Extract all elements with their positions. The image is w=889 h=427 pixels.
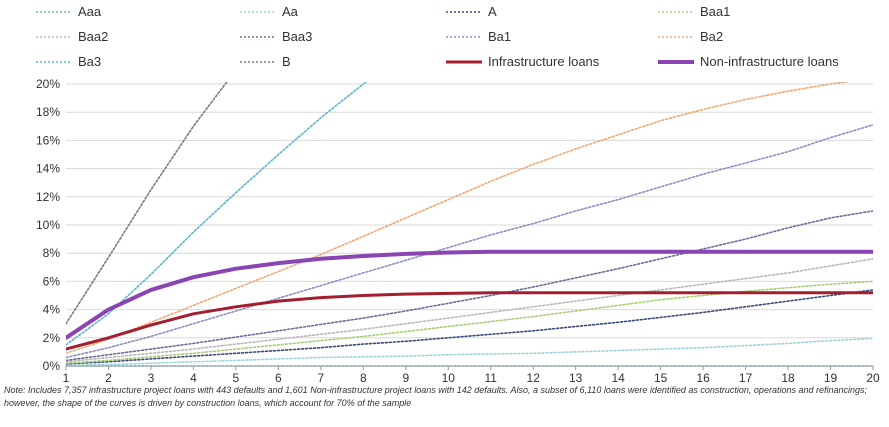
x-tick-label: 20	[866, 371, 880, 384]
x-tick-label: 9	[402, 371, 409, 384]
series-line-a	[66, 289, 873, 365]
chart-legend: Aaa Aa A Baa1 Baa2 Baa3 Ba1 Ba2 Ba3 B Infrastructu…	[36, 4, 839, 69]
legend-label: Baa3	[282, 29, 312, 44]
legend-label: Non-infrastructure loans	[700, 54, 839, 69]
legend-label: Aa	[282, 4, 299, 19]
legend-label: Baa2	[78, 29, 108, 44]
y-tick-label: 14%	[36, 162, 60, 176]
legend-label: A	[488, 4, 497, 19]
legend-label: Ba2	[700, 29, 723, 44]
legend-label: Aaa	[78, 4, 102, 19]
series-line-aa	[66, 337, 873, 367]
legend-item-aaa: Aaa	[36, 4, 102, 19]
legend-item-a: A	[446, 4, 497, 19]
legend-item-baa2: Baa2	[36, 29, 108, 44]
x-tick-label: 14	[611, 371, 625, 384]
y-tick-label: 8%	[43, 246, 61, 260]
x-axis-tick-labels: 1 2 3 4 5 6 7 8 9 10 11 12 13 14 15 16 17 18 19 20	[63, 371, 880, 384]
default-rate-line-chart: Aaa Aa A Baa1 Baa2 Baa3 Ba1 Ba2 Ba3 B Infrastructu…	[36, 4, 880, 384]
x-tick-label: 8	[360, 371, 367, 384]
y-tick-label: 12%	[36, 190, 60, 204]
x-tick-label: 3	[148, 371, 155, 384]
y-tick-label: 2%	[43, 331, 61, 345]
x-tick-label: 5	[233, 371, 240, 384]
legend-item-b: B	[240, 54, 291, 69]
series-line-baa2	[66, 257, 873, 363]
x-tick-label: 12	[527, 371, 541, 384]
x-tick-label: 11	[485, 371, 498, 384]
legend-label: Infrastructure loans	[488, 54, 600, 69]
legend-item-ba2: Ba2	[658, 29, 723, 44]
chart-footnote: Note: Includes 7,357 infrastructure proj…	[4, 385, 868, 408]
series-line-ba3	[66, 82, 368, 346]
y-tick-label: 20%	[36, 77, 60, 91]
y-tick-label: 18%	[36, 105, 60, 119]
legend-label: Ba3	[78, 54, 101, 69]
legend-item-ba3: Ba3	[36, 54, 101, 69]
legend-item-non-infrastructure-loans: Non-infrastructure loans	[658, 54, 839, 69]
y-tick-label: 10%	[36, 218, 60, 232]
legend-item-infrastructure-loans: Infrastructure loans	[446, 54, 600, 69]
legend-item-baa3: Baa3	[240, 29, 312, 44]
x-axis-tick-marks	[65, 366, 874, 370]
x-tick-label: 18	[781, 371, 795, 384]
x-tick-label: 19	[824, 371, 838, 384]
series-line-b	[66, 82, 228, 325]
legend-item-aa: Aa	[240, 4, 299, 19]
x-tick-label: 1	[63, 371, 70, 384]
series-line-non-infrastructure-loans	[66, 249, 873, 340]
series-line-baa3	[66, 210, 873, 362]
x-tick-label: 10	[442, 371, 456, 384]
series-line-infrastructure-loans	[66, 291, 873, 351]
legend-item-ba1: Ba1	[446, 29, 511, 44]
x-tick-label: 15	[654, 371, 668, 384]
series-line-ba1	[66, 124, 873, 359]
legend-label: B	[282, 54, 291, 69]
y-axis-tick-labels: 0% 2% 4% 6% 8% 10% 12% 14% 16% 18% 20%	[36, 77, 60, 373]
x-tick-label: 16	[696, 371, 710, 384]
series-line-ba2	[66, 82, 852, 355]
x-tick-label: 4	[190, 371, 197, 384]
x-tick-label: 17	[739, 371, 753, 384]
y-tick-label: 0%	[43, 359, 61, 373]
x-tick-label: 7	[317, 371, 324, 384]
legend-item-baa1: Baa1	[658, 4, 730, 19]
legend-label: Ba1	[488, 29, 511, 44]
x-tick-label: 6	[275, 371, 282, 384]
y-tick-label: 6%	[43, 274, 61, 288]
x-tick-label: 13	[569, 371, 583, 384]
y-tick-label: 4%	[43, 303, 61, 317]
y-tick-label: 16%	[36, 133, 60, 147]
x-tick-label: 2	[105, 371, 112, 384]
legend-label: Baa1	[700, 4, 730, 19]
